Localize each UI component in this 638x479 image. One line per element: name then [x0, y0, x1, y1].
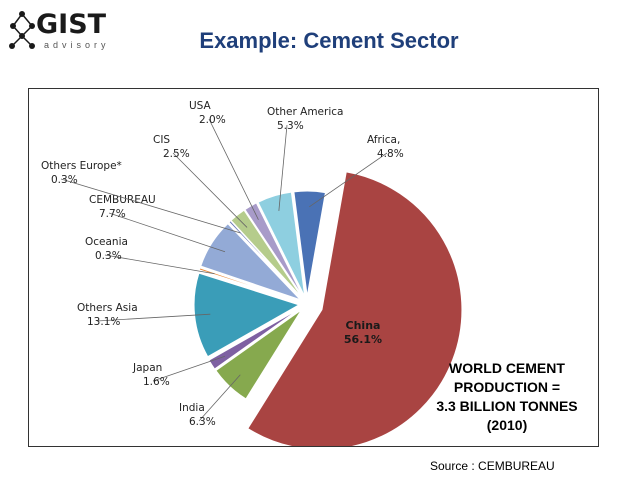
- logo-network-icon: [9, 11, 35, 49]
- slide-title: Example: Cement Sector: [199, 28, 459, 53]
- chart-frame: China 56.1% India 6.3% Japan 1.6% Others Asia 1…: [28, 88, 599, 447]
- slice-label: China: [346, 319, 381, 332]
- callout-line-3: 3.3 BILLION TONNES: [436, 398, 578, 414]
- logo-subtitle: advisory: [44, 40, 110, 50]
- slice-value: 1.6%: [143, 376, 170, 388]
- slice-value: 0.3%: [95, 250, 122, 262]
- pie-slice-other-america: [257, 191, 306, 297]
- slice-label: Other America: [267, 106, 343, 118]
- leader-line: [108, 212, 226, 253]
- slice-label: CIS: [153, 134, 170, 146]
- leader-line: [172, 152, 248, 228]
- pie-slice-india: [215, 309, 302, 400]
- slice-value: 13.1%: [87, 316, 120, 328]
- slice-label: Others Europe*: [41, 160, 122, 172]
- pie-slice-oceania: [198, 267, 300, 302]
- pie-slice-usa: [244, 202, 304, 298]
- slice-value: 4.8%: [377, 148, 404, 160]
- leader-line: [278, 124, 288, 211]
- slice-value: 6.3%: [189, 416, 216, 428]
- slice-value: 0.3%: [51, 174, 78, 186]
- pie-slice-cis: [230, 209, 303, 299]
- slice-value: 56.1%: [344, 333, 382, 346]
- slice-label: India: [179, 402, 205, 414]
- gist-logo: GIST advisory: [8, 8, 108, 60]
- leader-line: [309, 152, 388, 208]
- leader-line: [208, 118, 259, 220]
- leader-line: [60, 178, 241, 234]
- slice-label: Oceania: [85, 236, 128, 248]
- callout-line-4: (2010): [486, 417, 528, 433]
- slice-label: Japan: [132, 362, 162, 374]
- pie-slice-others-europe: [228, 220, 302, 299]
- slice-label: CEMBUREAU: [89, 194, 156, 206]
- slice-value: 2.5%: [163, 148, 190, 160]
- slice-value: 5.3%: [277, 120, 304, 132]
- slice-label: USA: [189, 100, 212, 112]
- leader-line: [152, 355, 226, 382]
- slice-label: Africa,: [367, 134, 400, 146]
- pie-slice-china: [247, 171, 463, 446]
- pie-slice-others-asia: [193, 272, 301, 358]
- slice-value: 2.0%: [199, 114, 226, 126]
- callout-line-1: WORLD CEMENT: [449, 360, 565, 376]
- callout-line-2: PRODUCTION =: [453, 379, 561, 395]
- pie-slice-japan: [208, 307, 301, 370]
- logo-wordmark: GIST: [36, 9, 107, 40]
- source-note: Source : CEMBUREAU: [430, 459, 555, 473]
- pie-slice-africa: [293, 190, 327, 297]
- production-callout: WORLD CEMENT PRODUCTION = 3.3 BILLION TO…: [417, 359, 597, 435]
- slice-value: 7.7%: [99, 208, 126, 220]
- pie-slice-cembureau: [200, 223, 301, 301]
- slice-label: Others Asia: [77, 302, 138, 314]
- leader-line: [198, 374, 241, 422]
- leader-line: [104, 254, 215, 275]
- leader-line: [96, 313, 211, 322]
